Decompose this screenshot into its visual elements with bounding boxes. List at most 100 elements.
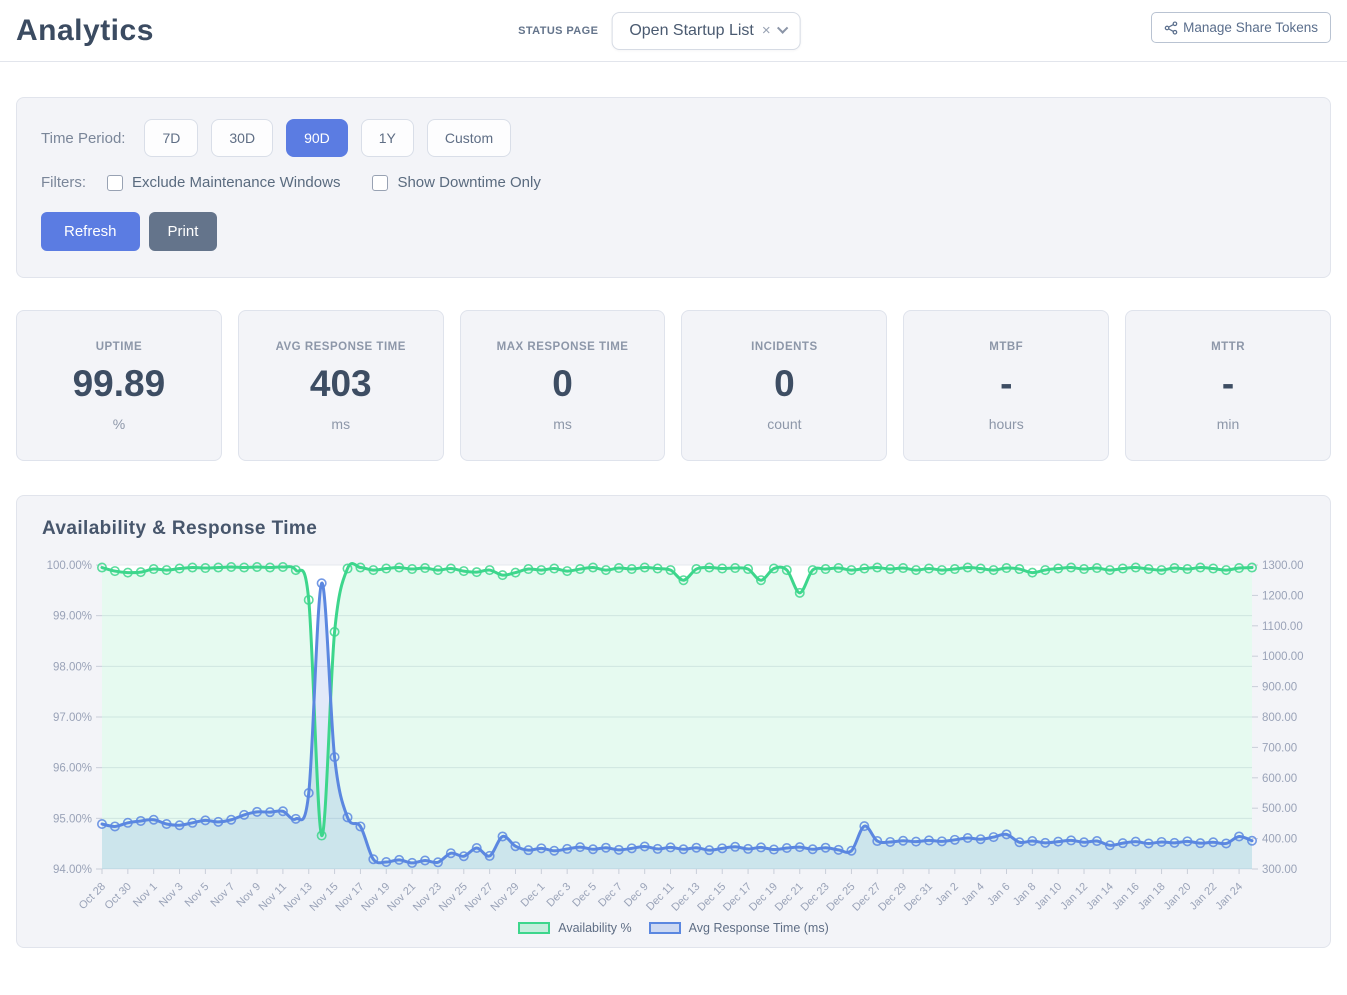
stat-unit: %: [112, 416, 126, 432]
availability-swatch: [518, 922, 551, 934]
svg-text:99.00%: 99.00%: [53, 611, 92, 623]
exclude-maintenance-label: Exclude Maintenance Windows: [132, 174, 341, 191]
share-icon: [1164, 20, 1178, 35]
svg-text:Dec 7: Dec 7: [596, 881, 625, 910]
app-header: Analytics STATUS PAGE Open Startup List …: [0, 0, 1347, 62]
stat-card-uptime: UPTIME 99.89 %: [16, 310, 222, 461]
filter-panel: Time Period: 7D 30D 90D 1Y Custom Filter…: [16, 97, 1331, 278]
svg-text:400.00: 400.00: [1262, 834, 1297, 846]
svg-text:700.00: 700.00: [1262, 742, 1297, 754]
period-button-90d[interactable]: 90D: [286, 119, 348, 157]
svg-text:Jan 10: Jan 10: [1032, 881, 1064, 913]
stat-value: 0: [552, 363, 573, 404]
stat-value: 403: [309, 363, 372, 404]
stat-value: 99.89: [72, 363, 166, 404]
stat-unit: ms: [331, 416, 351, 432]
svg-text:Oct 28: Oct 28: [77, 881, 108, 912]
svg-text:Dec 5: Dec 5: [570, 881, 599, 910]
stat-label: MTTR: [1211, 341, 1246, 353]
svg-text:Jan 20: Jan 20: [1162, 881, 1194, 913]
svg-text:Jan 14: Jan 14: [1084, 881, 1116, 913]
chart-legend: Availability % Avg Response Time (ms): [17, 921, 1330, 935]
svg-text:Nov 7: Nov 7: [209, 881, 238, 910]
exclude-maintenance-checkbox-item[interactable]: Exclude Maintenance Windows: [107, 174, 340, 191]
stat-card-incidents: INCIDENTS 0 count: [681, 310, 888, 461]
status-page-selector-group: STATUS PAGE Open Startup List ×: [518, 11, 801, 50]
svg-text:95.00%: 95.00%: [53, 813, 92, 825]
svg-text:800.00: 800.00: [1262, 712, 1297, 724]
response-time-swatch: [648, 922, 681, 934]
stat-label: MTBF: [989, 341, 1024, 353]
svg-text:Dec 1: Dec 1: [519, 881, 548, 910]
svg-text:1200.00: 1200.00: [1262, 590, 1304, 602]
show-downtime-label: Show Downtime Only: [397, 174, 541, 191]
period-button-30d[interactable]: 30D: [211, 119, 274, 157]
status-page-selected-value: Open Startup List: [629, 21, 754, 39]
legend-item-availability[interactable]: Availability %: [518, 921, 632, 935]
svg-text:98.00%: 98.00%: [53, 661, 92, 673]
manage-share-tokens-button[interactable]: Manage Share Tokens: [1151, 12, 1331, 43]
stat-card-mtbf: MTBF - hours: [903, 310, 1110, 461]
svg-text:Dec 3: Dec 3: [544, 881, 573, 910]
stat-card-mttr: MTTR - min: [1125, 310, 1331, 461]
chart-title: Availability & Response Time: [42, 518, 318, 539]
time-period-label: Time Period:: [41, 129, 126, 147]
svg-text:Jan 18: Jan 18: [1136, 881, 1168, 913]
svg-text:Jan 22: Jan 22: [1188, 881, 1220, 913]
svg-text:94.00%: 94.00%: [53, 864, 92, 876]
svg-text:Jan 2: Jan 2: [933, 881, 961, 909]
stat-value: -: [1221, 363, 1235, 404]
stat-unit: min: [1216, 416, 1240, 432]
svg-text:Jan 24: Jan 24: [1213, 881, 1245, 913]
availability-response-chart: 100.00% 99.00% 98.00% 97.00% 96.00% 95.00% 94.…: [47, 560, 1304, 914]
filters-row: Filters: Exclude Maintenance Windows Sho…: [41, 174, 1306, 191]
svg-text:Oct 30: Oct 30: [103, 881, 134, 912]
chart-panel: Availability & Response Time 100.00% 99.0…: [16, 495, 1331, 948]
refresh-button[interactable]: Refresh: [41, 212, 140, 251]
status-page-select[interactable]: Open Startup List ×: [611, 11, 801, 50]
stat-unit: ms: [553, 416, 572, 432]
legend-item-response-time[interactable]: Avg Response Time (ms): [648, 921, 829, 935]
period-button-7d[interactable]: 7D: [144, 119, 199, 157]
period-button-custom[interactable]: Custom: [426, 119, 512, 157]
show-downtime-checkbox[interactable]: [372, 174, 389, 191]
status-page-label: STATUS PAGE: [518, 24, 599, 37]
svg-text:Nov 5: Nov 5: [183, 881, 212, 910]
chevron-down-icon[interactable]: [776, 22, 789, 34]
svg-text:600.00: 600.00: [1262, 773, 1297, 785]
svg-text:Nov 3: Nov 3: [157, 881, 186, 910]
svg-text:Jan 6: Jan 6: [985, 881, 1013, 909]
stat-card-avg-response: AVG RESPONSE TIME 403 ms: [237, 310, 444, 461]
stat-card-max-response: MAX RESPONSE TIME 0 ms: [459, 310, 666, 461]
svg-text:97.00%: 97.00%: [53, 712, 92, 724]
time-period-row: Time Period: 7D 30D 90D 1Y Custom: [41, 119, 1306, 157]
stat-label: MAX RESPONSE TIME: [496, 341, 629, 353]
svg-text:1000.00: 1000.00: [1262, 651, 1304, 663]
svg-text:1300.00: 1300.00: [1262, 560, 1304, 572]
svg-text:900.00: 900.00: [1262, 682, 1297, 694]
show-downtime-checkbox-item[interactable]: Show Downtime Only: [372, 174, 541, 191]
stat-value: -: [1000, 363, 1013, 404]
actions-row: Refresh Print: [41, 212, 1306, 251]
svg-text:Nov 29: Nov 29: [488, 881, 521, 914]
svg-text:1100.00: 1100.00: [1262, 621, 1303, 633]
svg-text:Jan 16: Jan 16: [1110, 881, 1142, 913]
filters-label: Filters:: [41, 174, 86, 191]
svg-text:Dec 31: Dec 31: [902, 881, 935, 914]
svg-text:96.00%: 96.00%: [53, 763, 92, 775]
exclude-maintenance-checkbox[interactable]: [107, 174, 123, 191]
legend-label-response-time: Avg Response Time (ms): [688, 921, 829, 935]
print-button[interactable]: Print: [148, 212, 218, 251]
stat-label: UPTIME: [95, 341, 143, 353]
svg-text:500.00: 500.00: [1262, 803, 1297, 815]
stat-label: INCIDENTS: [751, 341, 818, 353]
svg-text:Nov 1: Nov 1: [131, 881, 160, 910]
stat-label: AVG RESPONSE TIME: [275, 341, 406, 353]
stat-unit: count: [767, 416, 802, 432]
stat-value: 0: [774, 363, 795, 404]
svg-text:Jan 4: Jan 4: [959, 881, 987, 909]
legend-label-availability: Availability %: [558, 921, 632, 935]
svg-text:100.00%: 100.00%: [47, 560, 92, 572]
period-button-1y[interactable]: 1Y: [360, 119, 414, 157]
clear-selection-icon[interactable]: ×: [761, 22, 771, 39]
